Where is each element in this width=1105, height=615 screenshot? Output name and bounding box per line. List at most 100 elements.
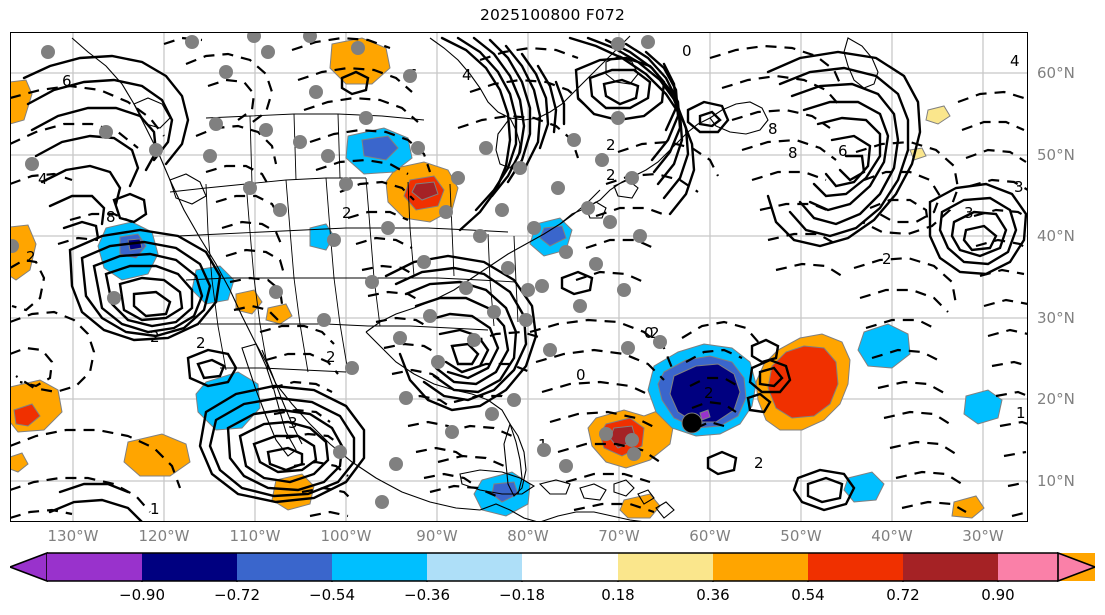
station-dot bbox=[185, 35, 199, 49]
station-dot bbox=[431, 355, 445, 369]
xtick-label-120w: 120°W bbox=[138, 527, 190, 545]
station-dot bbox=[375, 495, 389, 509]
station-dot bbox=[495, 203, 509, 217]
station-dot bbox=[327, 233, 341, 247]
station-dot bbox=[359, 111, 373, 125]
contour-label: 1 bbox=[150, 500, 160, 518]
station-dot bbox=[451, 171, 465, 185]
contour-label: 0 bbox=[644, 324, 654, 342]
station-dot bbox=[559, 459, 573, 473]
station-dot bbox=[445, 425, 459, 439]
positive-contours bbox=[22, 36, 1028, 522]
contour-label: 3 bbox=[964, 204, 974, 222]
station-dot bbox=[209, 117, 223, 131]
contour-label: 6 bbox=[838, 142, 848, 160]
ytick-label-40n: 40°N bbox=[1037, 227, 1075, 245]
station-dot bbox=[269, 285, 283, 299]
contour-label: 2 bbox=[26, 248, 36, 266]
contour-label: 4 bbox=[1010, 52, 1020, 70]
contour-label: 8 bbox=[788, 144, 798, 162]
station-dot bbox=[567, 133, 581, 147]
cb-tick-n072: −0.72 bbox=[214, 586, 260, 604]
station-dot bbox=[611, 111, 625, 125]
contour-label: 2 bbox=[754, 454, 764, 472]
contour-label: 3 bbox=[1014, 178, 1024, 196]
station-dot bbox=[473, 229, 487, 243]
station-dot bbox=[617, 283, 631, 297]
station-dot bbox=[507, 393, 521, 407]
station-dot bbox=[273, 203, 287, 217]
shaded-anomaly-regions bbox=[10, 37, 1003, 519]
station-dot bbox=[389, 457, 403, 471]
station-dot bbox=[417, 255, 431, 269]
colorbar-band-royalblue bbox=[310, 553, 441, 581]
colorbar-bands[interactable] bbox=[10, 553, 1095, 581]
station-dot bbox=[403, 69, 417, 83]
station-dot bbox=[603, 215, 617, 229]
xtick-label-50w: 50°W bbox=[780, 527, 822, 545]
contour-label: 2 bbox=[326, 348, 336, 366]
station-dot bbox=[459, 281, 473, 295]
cb-tick-p090: 0.90 bbox=[981, 586, 1015, 604]
cb-tick-n090: −0.90 bbox=[119, 586, 165, 604]
station-dot bbox=[467, 333, 481, 347]
station-dot bbox=[625, 171, 639, 185]
station-dot bbox=[365, 275, 379, 289]
station-dot bbox=[641, 35, 655, 49]
station-dot bbox=[551, 181, 565, 195]
colorbar-band-skyblue bbox=[441, 553, 572, 581]
station-dot bbox=[487, 305, 501, 319]
station-dot bbox=[625, 433, 639, 447]
colorbar-svg[interactable] bbox=[10, 552, 1095, 582]
colorbar[interactable] bbox=[10, 552, 1095, 582]
station-dot bbox=[333, 445, 347, 459]
xtick-label-110w: 110°W bbox=[229, 527, 281, 545]
contour-label: 2 bbox=[342, 204, 352, 222]
station-dot bbox=[107, 291, 121, 305]
station-dot bbox=[501, 261, 515, 275]
station-dot bbox=[573, 299, 587, 313]
ytick-label-30n: 30°N bbox=[1037, 309, 1075, 327]
contour-label: 8 bbox=[106, 208, 116, 226]
contour-label: 2 bbox=[882, 250, 892, 268]
contour-label: 8 bbox=[768, 120, 778, 138]
station-dot bbox=[599, 427, 613, 441]
station-dot bbox=[243, 181, 257, 195]
station-dot bbox=[99, 125, 113, 139]
cb-tick-n036: −0.36 bbox=[404, 586, 450, 604]
station-dot bbox=[293, 135, 307, 149]
contour-label: 4 bbox=[462, 66, 472, 84]
station-dot bbox=[479, 141, 493, 155]
xtick-label-70w: 70°W bbox=[598, 527, 640, 545]
station-dot bbox=[261, 45, 275, 59]
colorbar-band-orange bbox=[965, 553, 1095, 581]
contour-label: 6 bbox=[62, 72, 72, 90]
station-dot bbox=[439, 205, 453, 219]
station-dot bbox=[521, 283, 535, 297]
station-dot bbox=[519, 313, 533, 327]
station-dots-layer bbox=[10, 32, 667, 509]
station-dot bbox=[411, 141, 425, 155]
station-dot bbox=[339, 177, 353, 191]
contour-label: 2 bbox=[196, 334, 206, 352]
station-dot bbox=[41, 45, 55, 59]
map-plot-area: 6 4 6 4 0 2 8 8 6 4 3 3 2 1 2 8 2 bbox=[10, 32, 1028, 522]
station-dot bbox=[393, 331, 407, 345]
cb-tick-n054: −0.54 bbox=[309, 586, 355, 604]
station-dot bbox=[595, 153, 609, 167]
station-dot bbox=[345, 361, 359, 375]
contour-label: 2 bbox=[150, 328, 160, 346]
ytick-label-10n: 10°N bbox=[1037, 472, 1075, 490]
station-dot bbox=[303, 32, 317, 43]
station-dot bbox=[219, 65, 233, 79]
contour-label: 0 bbox=[682, 42, 692, 60]
station-dot bbox=[10, 239, 19, 253]
station-dot bbox=[527, 221, 541, 235]
station-dot bbox=[309, 85, 323, 99]
page-title: 2025100800 F072 bbox=[479, 6, 626, 24]
station-dot bbox=[317, 313, 331, 327]
station-dot bbox=[537, 443, 551, 457]
station-dot bbox=[589, 257, 603, 271]
contour-label: 4 bbox=[38, 170, 48, 188]
